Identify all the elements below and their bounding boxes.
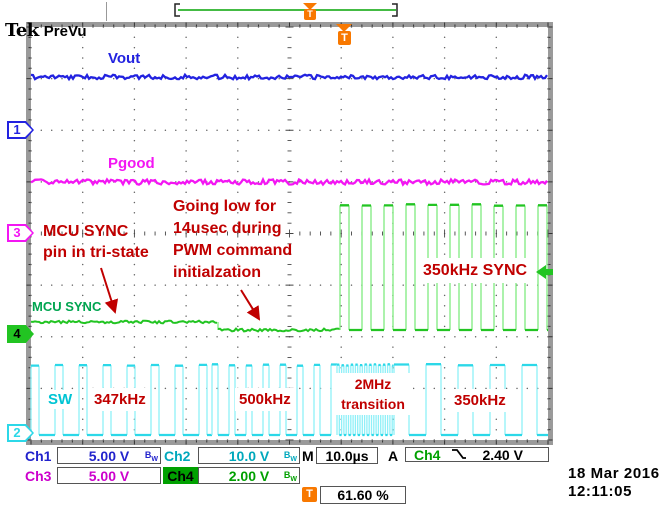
ch4-label: Ch4	[163, 467, 198, 484]
time-stamp: 12:11:05	[568, 483, 633, 500]
tek-logo: Tek	[5, 20, 39, 41]
ch1-label: Ch1	[25, 448, 52, 464]
header-divider	[106, 2, 107, 21]
annotation-350khz-sync: 350kHz SYNC	[417, 258, 534, 283]
annotation-350khz-sw: 350kHz	[450, 389, 510, 412]
ch3-label: Ch3	[25, 468, 52, 484]
trigger-level-arrow-icon	[536, 265, 553, 279]
trigger-position-readout: 61.60 %	[320, 486, 406, 504]
annotation-347khz: 347kHz	[90, 388, 150, 411]
scope-header: Tek PreVu	[5, 2, 87, 41]
trigger-level-value: 2.40 V	[482, 446, 523, 463]
ch2-scale-value: 10.0 V	[228, 447, 270, 464]
timebase-label: M	[302, 448, 314, 464]
mcu-sync-trace-label: MCU SYNC	[32, 299, 102, 314]
bandwidth-limit-icon: BW	[283, 470, 297, 483]
channel-3-marker-label: 3	[13, 225, 21, 240]
ch1-scale-value: 5.00 V	[88, 447, 130, 464]
channel-2-marker: 2	[7, 424, 34, 442]
trigger-mode-label: A	[388, 448, 399, 464]
annotation-2mhz-transition: 2MHz transition	[333, 373, 413, 415]
falling-edge-icon	[452, 449, 467, 459]
annotation-going-low: Going low for 14usec during PWM command …	[173, 198, 293, 281]
channel-1-marker: 1	[7, 121, 34, 139]
timebase-value: 10.0µs	[325, 447, 369, 464]
bandwidth-limit-icon: BW	[283, 450, 297, 463]
acquisition-mode-label: PreVu	[43, 23, 87, 40]
channel-2-marker-fill	[9, 426, 32, 440]
annotation-500khz: 500kHz	[235, 388, 295, 411]
channel-4-marker: 4	[7, 325, 34, 343]
trigger-readout: Ch4 2.40 V	[405, 446, 549, 463]
pgood-trace-label: Pgood	[108, 155, 155, 172]
channel-3-marker: 3	[7, 224, 34, 242]
ch2-scale-readout: 10.0 V BW	[198, 447, 300, 464]
trigger-position-icon	[336, 24, 352, 32]
channel-4-marker-label: 4	[13, 326, 21, 341]
vout-trace-label: Vout	[108, 50, 141, 67]
bandwidth-limit-icon: BW	[144, 450, 158, 463]
ch3-scale-value: 5.00 V	[88, 467, 130, 484]
timebase-readout: 10.0µs	[316, 447, 378, 464]
sw-trace-label: SW	[44, 390, 77, 409]
annotation-tristate: MCU SYNC pin in tri-state	[43, 223, 149, 261]
channel-3-marker-fill	[9, 226, 32, 240]
ch4-scale-readout: 2.00 V BW	[198, 467, 300, 484]
trigger-position-icon: T	[338, 31, 351, 45]
record-trigger-position-icon: T	[304, 9, 316, 20]
ch1-scale-readout: 5.00 V BW	[57, 447, 161, 464]
channel-1-marker-fill	[9, 123, 32, 137]
trigger-position-value: 61.60 %	[337, 487, 389, 503]
channel-2-marker-label: 2	[13, 425, 21, 440]
record-trigger-position-icon	[303, 3, 317, 10]
trigger-source-value: Ch4	[414, 446, 441, 463]
channel-1-marker-label: 1	[13, 122, 21, 137]
ch2-label: Ch2	[164, 448, 191, 464]
ch4-scale-value: 2.00 V	[228, 467, 270, 484]
trigger-t-icon: T	[302, 487, 317, 502]
ch3-scale-readout: 5.00 V	[57, 467, 161, 484]
date-stamp: 18 Mar 2016	[568, 465, 660, 482]
